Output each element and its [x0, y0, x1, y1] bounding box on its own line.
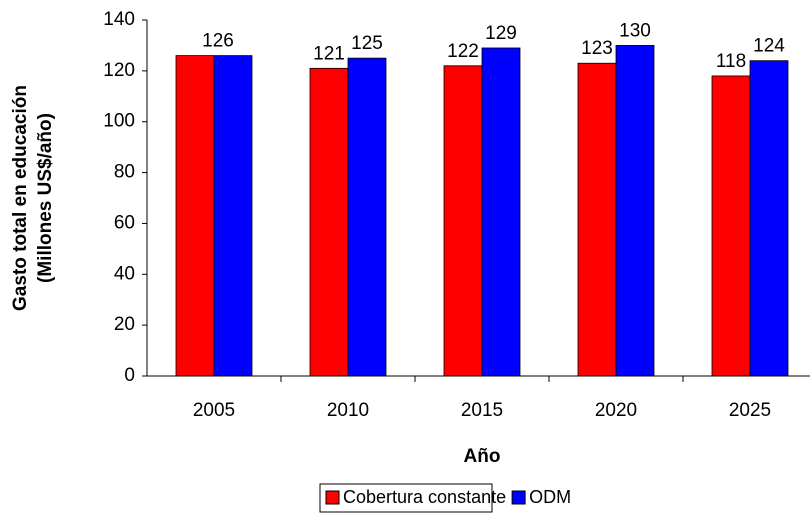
y-axis-label: Gasto total en educación: [10, 85, 31, 311]
bar: [481, 47, 521, 377]
bar: [309, 67, 349, 377]
y-tick-label: 0: [124, 365, 135, 386]
data-label: 125: [351, 33, 383, 54]
bar: [347, 57, 387, 377]
bar: [577, 62, 617, 377]
x-tick-label: 2020: [595, 400, 637, 421]
y-tick-label: 20: [114, 314, 135, 335]
y-tick-label: 140: [103, 9, 135, 30]
legend-label: ODM: [529, 487, 571, 507]
x-tick-label: 2010: [327, 400, 369, 421]
legend-box: [319, 483, 493, 513]
x-tick-label: 2015: [461, 400, 503, 421]
data-label: 121: [313, 43, 345, 64]
data-label: 129: [485, 23, 517, 44]
y-tick-label: 40: [114, 263, 135, 284]
bar: [443, 65, 483, 377]
y-tick-label: 120: [103, 60, 135, 81]
legend-swatch: [325, 490, 340, 505]
bar: [615, 45, 655, 377]
bar: [175, 55, 215, 377]
bar: [749, 60, 789, 377]
data-label: 126: [202, 31, 234, 52]
data-label: 122: [447, 41, 479, 62]
x-tick-label: 2005: [193, 400, 235, 421]
data-label: 124: [753, 36, 785, 57]
legend-swatch: [511, 490, 526, 505]
data-label: 123: [581, 38, 613, 59]
data-label: 130: [619, 20, 651, 41]
y-tick-label: 60: [114, 212, 135, 233]
x-tick-label: 2025: [729, 400, 771, 421]
y-tick-label: 80: [114, 162, 135, 183]
bar: [213, 55, 253, 377]
data-label: 118: [716, 51, 746, 72]
legend-label: Cobertura constante: [343, 487, 506, 507]
bar: [711, 75, 751, 377]
y-axis-label: (Millones US$/año): [35, 113, 56, 283]
y-tick-label: 100: [103, 111, 135, 132]
x-axis-label: Año: [464, 446, 501, 467]
